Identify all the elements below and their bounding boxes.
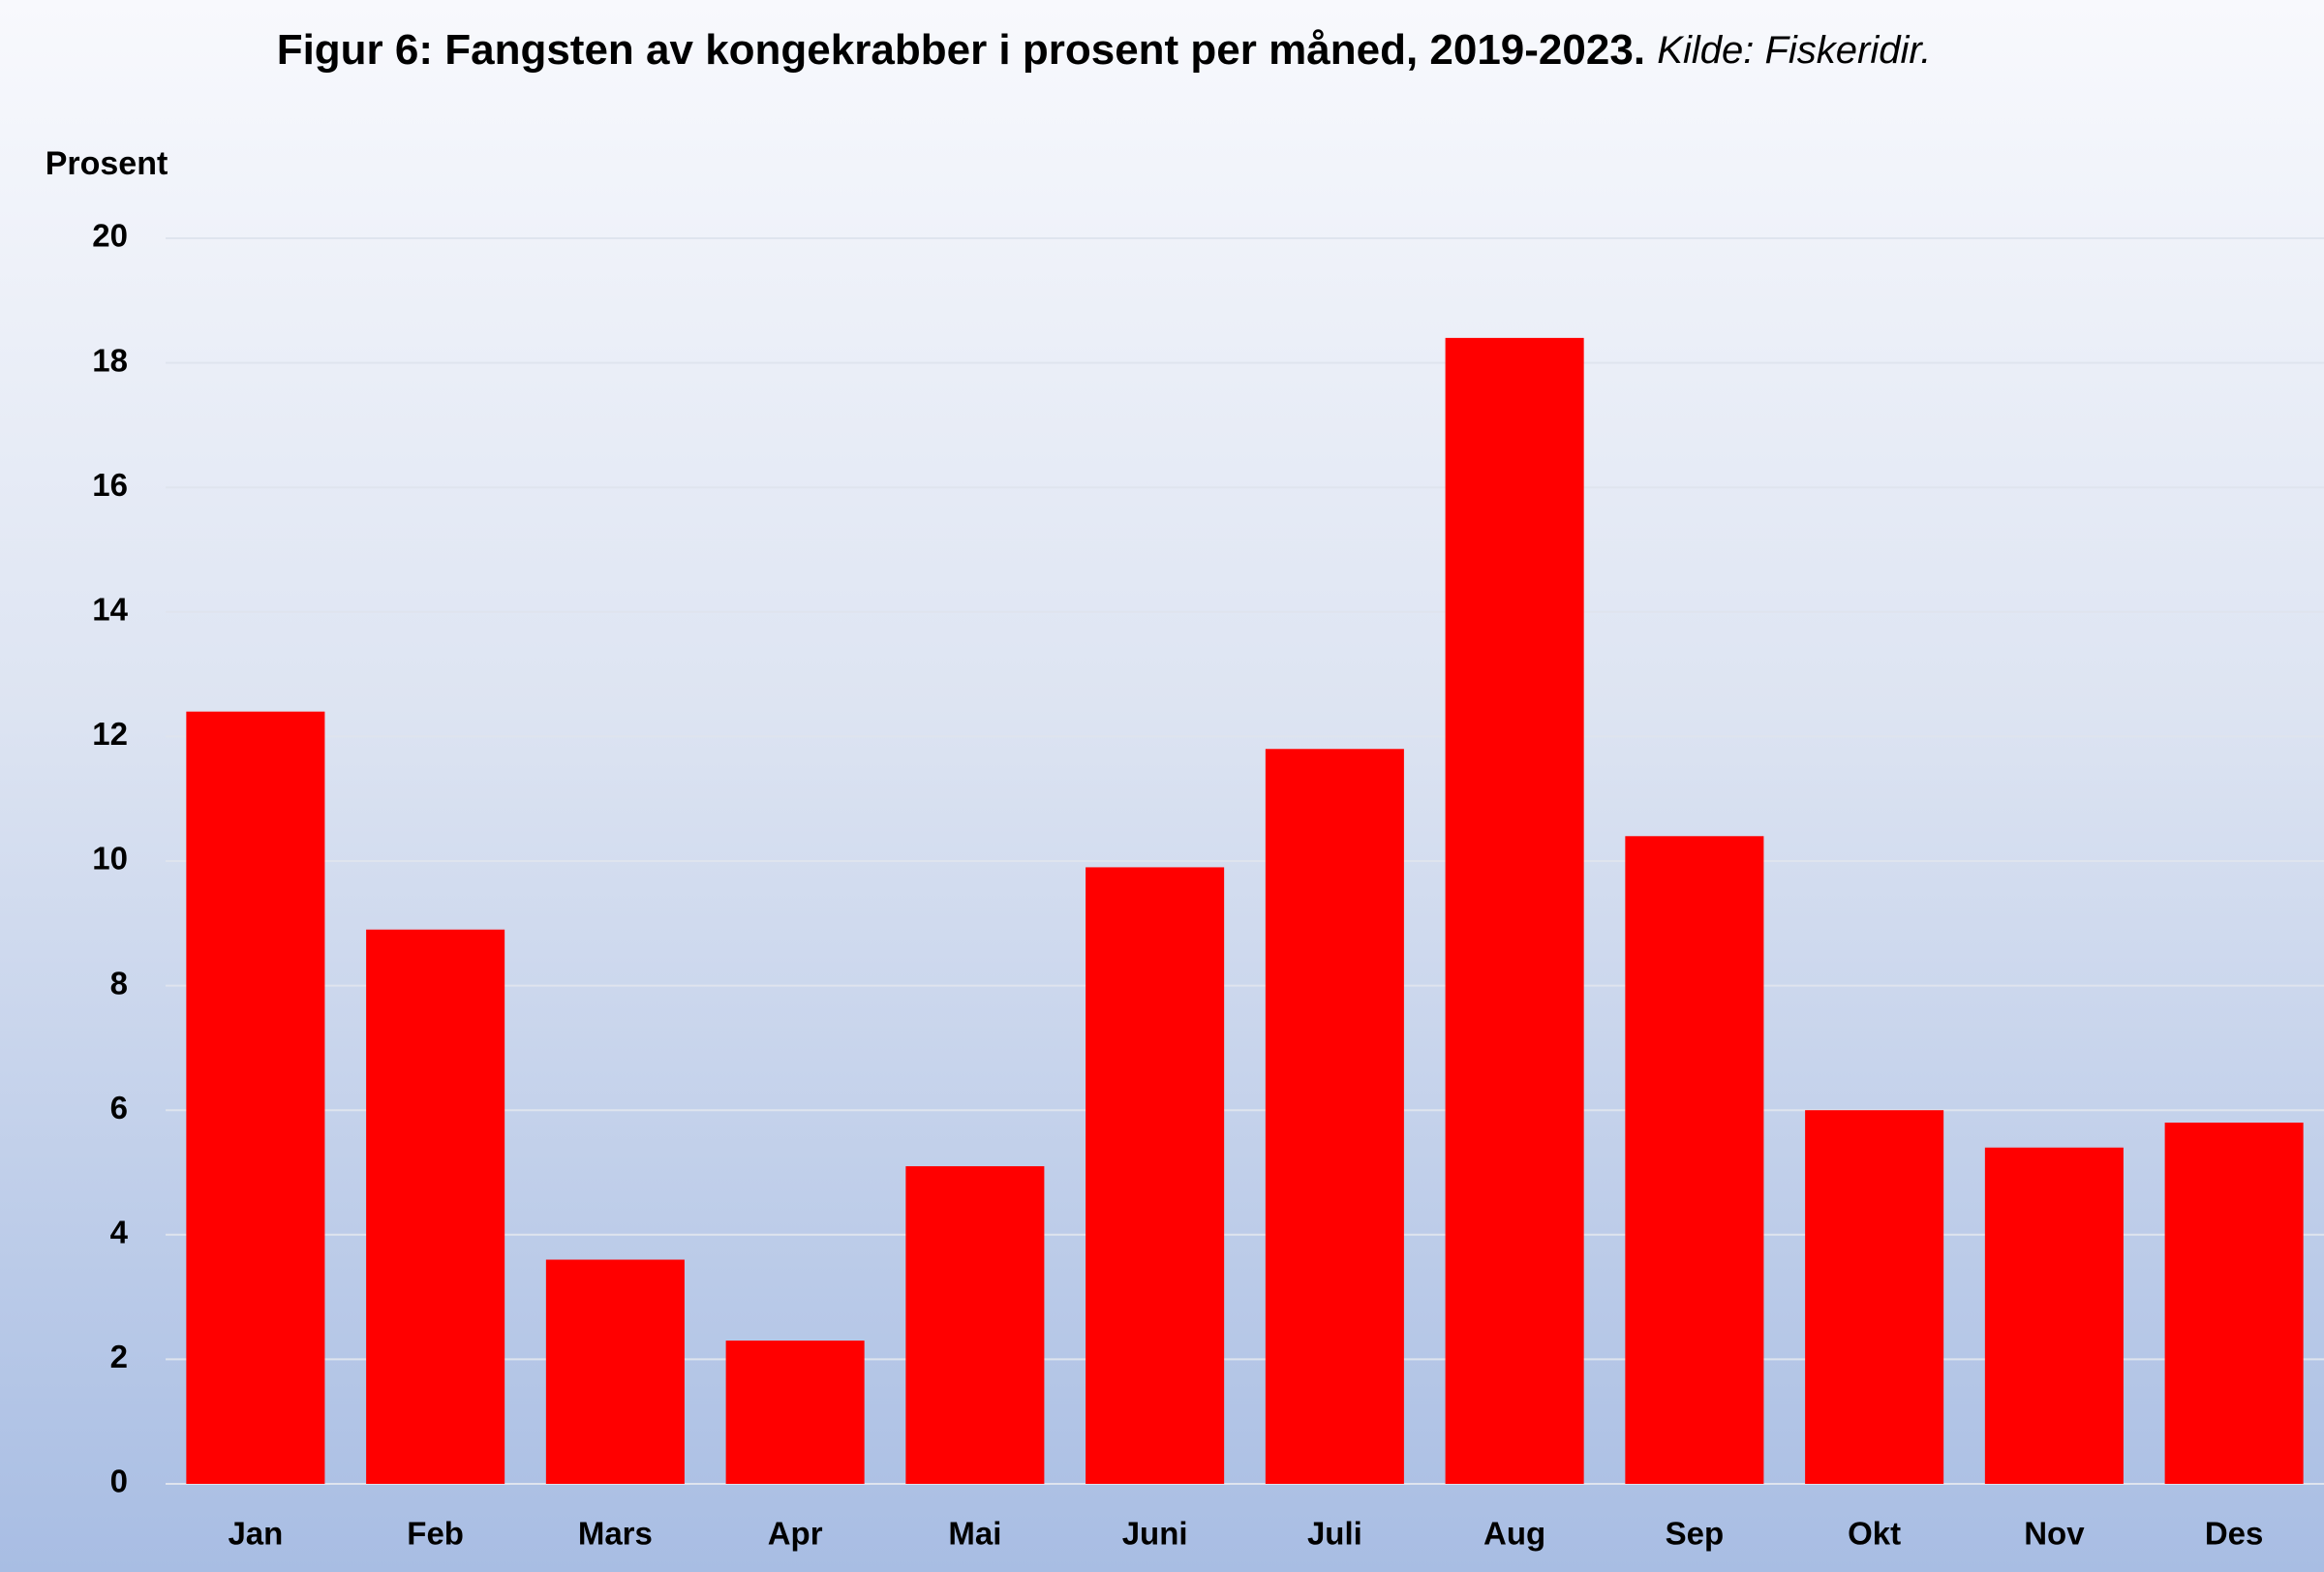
bar bbox=[1625, 836, 1764, 1484]
x-tick-label: Sep bbox=[1666, 1516, 1725, 1552]
x-tick-label: Mai bbox=[948, 1516, 1001, 1552]
y-tick-label: 20 bbox=[92, 218, 128, 254]
bar bbox=[1984, 1147, 2124, 1484]
bar bbox=[1265, 749, 1404, 1484]
y-tick-label: 18 bbox=[92, 342, 128, 378]
bar bbox=[2164, 1123, 2304, 1484]
y-tick-label: 6 bbox=[110, 1090, 128, 1125]
y-tick-label: 4 bbox=[110, 1215, 129, 1250]
x-tick-label: Aug bbox=[1483, 1516, 1545, 1552]
title-main: Figur 6: Fangsten av kongekrabber i pros… bbox=[277, 26, 1645, 74]
source: Kilde: Fiskeridir. bbox=[1657, 29, 1931, 72]
y-tick-label: 0 bbox=[110, 1464, 128, 1499]
bar bbox=[725, 1341, 865, 1484]
bar bbox=[186, 711, 325, 1484]
y-axis-label: Prosent bbox=[46, 145, 168, 182]
y-tick-label: 8 bbox=[110, 965, 128, 1001]
bar bbox=[1086, 867, 1225, 1484]
bar bbox=[1445, 337, 1584, 1484]
x-tick-label: Mars bbox=[578, 1516, 653, 1552]
y-tick-label: 16 bbox=[92, 467, 128, 503]
x-tick-label: Feb bbox=[407, 1516, 464, 1552]
y-tick-label: 10 bbox=[92, 841, 128, 877]
chart-title: Figur 6: Fangsten av kongekrabber i pros… bbox=[277, 26, 1932, 74]
y-tick-label: 14 bbox=[92, 592, 128, 628]
x-tick-label: Juli bbox=[1307, 1516, 1362, 1552]
x-tick-label: Okt bbox=[1848, 1516, 1901, 1552]
x-tick-label: Apr bbox=[768, 1516, 823, 1552]
bar bbox=[545, 1259, 685, 1484]
x-tick-label: Jan bbox=[228, 1516, 283, 1552]
y-tick-label: 12 bbox=[92, 716, 128, 752]
bar bbox=[905, 1166, 1045, 1484]
bar bbox=[366, 929, 505, 1484]
y-tick-label: 2 bbox=[110, 1339, 128, 1374]
x-tick-label: Juni bbox=[1122, 1516, 1188, 1552]
x-tick-label: Des bbox=[2205, 1516, 2264, 1552]
bar bbox=[1805, 1110, 1944, 1484]
x-tick-label: Nov bbox=[2024, 1516, 2085, 1552]
